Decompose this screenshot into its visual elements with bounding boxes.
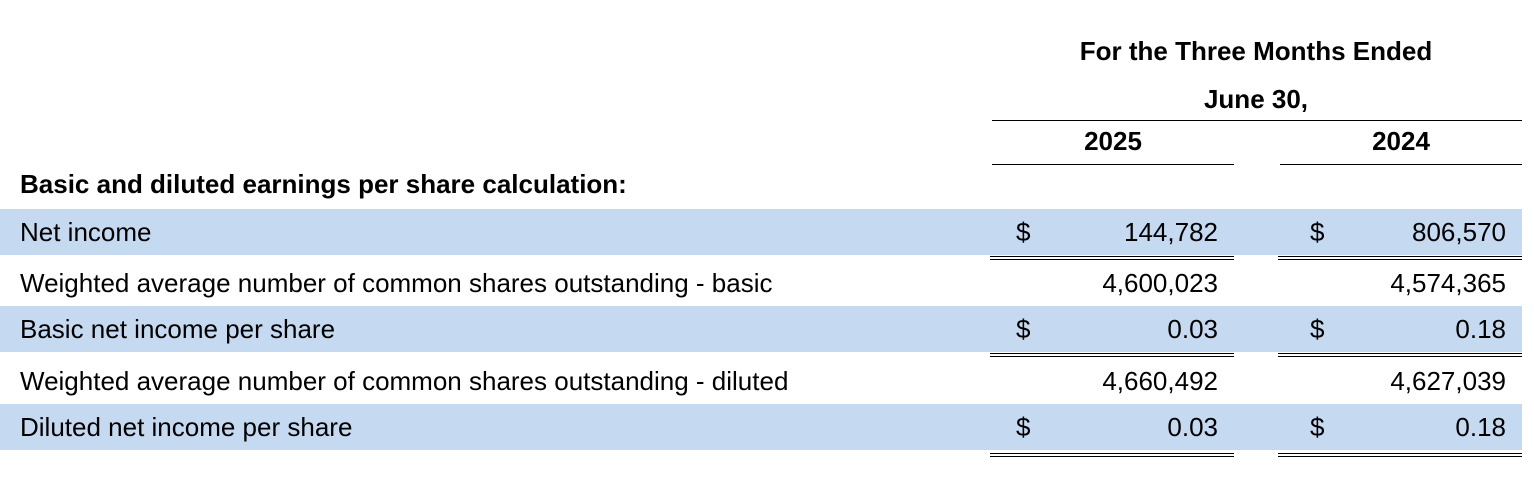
row-label: Net income — [20, 217, 152, 247]
double-rule — [990, 353, 1234, 357]
year-2024-rule — [1280, 164, 1522, 165]
section-label: Basic and diluted earnings per share cal… — [20, 169, 627, 199]
currency-symbol: $ — [1310, 412, 1325, 442]
value-2025: 4,660,492 — [1102, 366, 1218, 396]
currency-symbol: $ — [1016, 412, 1031, 442]
value-2024: 4,627,039 — [1390, 366, 1506, 396]
currency-symbol: $ — [1016, 217, 1031, 247]
column-header-subtitle: June 30, — [1203, 84, 1309, 114]
row-label: Weighted average number of common shares… — [20, 366, 789, 396]
currency-symbol: $ — [1310, 217, 1325, 247]
currency-symbol: $ — [1016, 314, 1031, 344]
double-rule — [990, 256, 1234, 260]
double-rule — [990, 453, 1234, 457]
table-row-net-income: Net income $ 144,782 $ 806,570 — [0, 209, 1522, 255]
year-2025-rule — [992, 164, 1234, 165]
double-rule — [1278, 453, 1522, 457]
value-2024: 0.18 — [1455, 412, 1506, 442]
value-2025: 0.03 — [1167, 412, 1218, 442]
value-2024: 4,574,365 — [1390, 268, 1506, 298]
value-2025: 144,782 — [1124, 217, 1218, 247]
row-label: Diluted net income per share — [20, 412, 353, 442]
row-label: Weighted average number of common shares… — [20, 268, 773, 298]
double-rule — [1278, 353, 1522, 357]
value-2025: 4,600,023 — [1102, 268, 1218, 298]
year-2024-header: 2024 — [1372, 126, 1430, 156]
currency-symbol: $ — [1310, 314, 1325, 344]
table-row-weighted-basic: Weighted average number of common shares… — [0, 260, 1522, 306]
table-row-weighted-diluted: Weighted average number of common shares… — [0, 358, 1522, 404]
year-2025-header: 2025 — [1084, 126, 1142, 156]
row-label: Basic net income per share — [20, 314, 336, 344]
header-rule — [992, 120, 1522, 121]
value-2024: 806,570 — [1412, 217, 1506, 247]
table-row-diluted-eps: Diluted net income per share $ 0.03 $ 0.… — [0, 404, 1522, 450]
value-2024: 0.18 — [1455, 314, 1506, 344]
table-row-basic-eps: Basic net income per share $ 0.03 $ 0.18 — [0, 306, 1522, 352]
column-header-title: For the Three Months Ended — [1079, 36, 1433, 66]
double-rule — [1278, 256, 1522, 260]
value-2025: 0.03 — [1167, 314, 1218, 344]
